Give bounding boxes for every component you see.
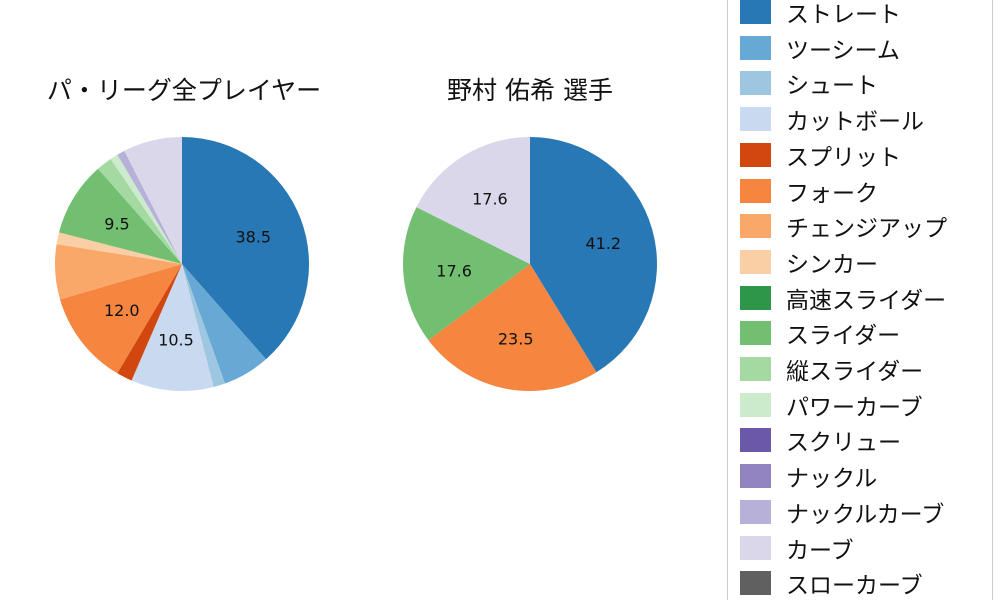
legend-item: シンカー [740,248,878,278]
pie-value-label: 17.6 [472,190,508,209]
legend-swatch [740,499,771,524]
right-pie-title: 野村 佑希 選手 [447,76,613,105]
legend-swatch [740,142,771,167]
pie-slice [131,264,214,391]
legend-item-label: パワーカーブ [786,394,923,421]
legend-item-label: 縦スライダー [786,359,924,385]
pie-slice [54,244,183,300]
legend-item: スクリュー [740,426,901,457]
legend-swatch [740,35,771,60]
legend-swatch [740,571,771,596]
legend-swatch [740,71,771,96]
pie-slice [60,264,182,374]
legend-item: スライダー [740,319,901,350]
legend-swatch [740,249,771,274]
legend-item-label: 高速スライダー [786,287,947,314]
pie-slice [428,264,597,392]
legend-item-label: スプリット [786,144,901,171]
legend-item-label: スクリュー [786,430,901,457]
pie-slice [58,168,182,264]
legend-item-label: ナックルカーブ [786,501,945,528]
legend-item-label: ナックル [786,466,878,493]
legend-swatch [740,392,771,417]
pie-slice [416,137,530,264]
legend-swatch [740,285,771,310]
pie-value-label: 23.5 [498,329,534,348]
legend-item-label: ストレート [786,2,901,28]
legend-item: フォーク [740,177,878,207]
pie-chart-right: 41.2 23.5 17.6 17.6 [403,136,658,392]
left-pie-title: パ・リーグ全プレイヤー [46,76,322,105]
pie-value-label: 38.5 [235,228,271,247]
legend-swatch [740,107,771,132]
pie-slice [182,137,309,360]
pie-slice [403,207,530,341]
legend-item: チェンジアップ [740,212,947,243]
legend-box: ストレートツーシームシュートカットボール スプリットフォークチェンジアップ シンカー… [727,0,993,600]
legend-item-label: チェンジアップ [786,216,947,243]
legend-swatch [740,535,771,560]
pie-value-label: 12.0 [104,301,140,320]
pie-slice [182,264,266,384]
legend-item: カットボール [740,105,924,136]
legend-item: カーブ [740,534,854,564]
pie-chart-left: 38.5 10.5 12.0 9.5 [54,137,309,391]
legend-swatch [740,178,771,203]
pie-value-label: 41.2 [585,234,621,253]
legend-swatch [740,0,771,24]
legend-item: スプリット [740,141,901,171]
legend-item: シュート [740,69,878,100]
legend-swatch [740,464,771,489]
pie-slice [117,264,182,381]
legend-swatch [740,428,771,453]
legend-item-label: カーブ [786,537,854,564]
legend-item: スローカーブ [740,569,923,600]
pie-value-label: 10.5 [158,331,194,350]
pie-slice [124,137,182,264]
pie-value-label: 17.6 [436,261,472,280]
legend-swatch [740,214,771,239]
legend-item: ナックル [740,462,878,493]
pie-slice [110,154,182,264]
legend-swatch [740,321,771,346]
legend-item-label: シュート [786,73,878,100]
legend-item: 高速スライダー [740,284,947,314]
pie-slice [98,158,182,264]
legend-item-label: カットボール [786,109,924,136]
legend-item: パワーカーブ [740,391,923,421]
pie-value-label: 9.5 [104,215,129,234]
legend-swatch [740,357,771,381]
legend-item-label: スライダー [786,323,901,350]
legend-item: 縦スライダー [740,355,924,385]
legend-item-label: シンカー [786,251,878,278]
legend-item: ツーシーム [740,34,900,64]
legend-item-label: ツーシーム [786,37,900,64]
legend-item-label: フォーク [786,180,878,207]
legend-item: ナックルカーブ [740,498,945,528]
pie-slice [182,264,226,388]
pie-slice [117,150,182,264]
pie-slice [56,232,183,264]
legend-item: ストレート [740,0,901,28]
legend-item-label: スローカーブ [786,573,923,600]
pie-slice [530,136,658,373]
